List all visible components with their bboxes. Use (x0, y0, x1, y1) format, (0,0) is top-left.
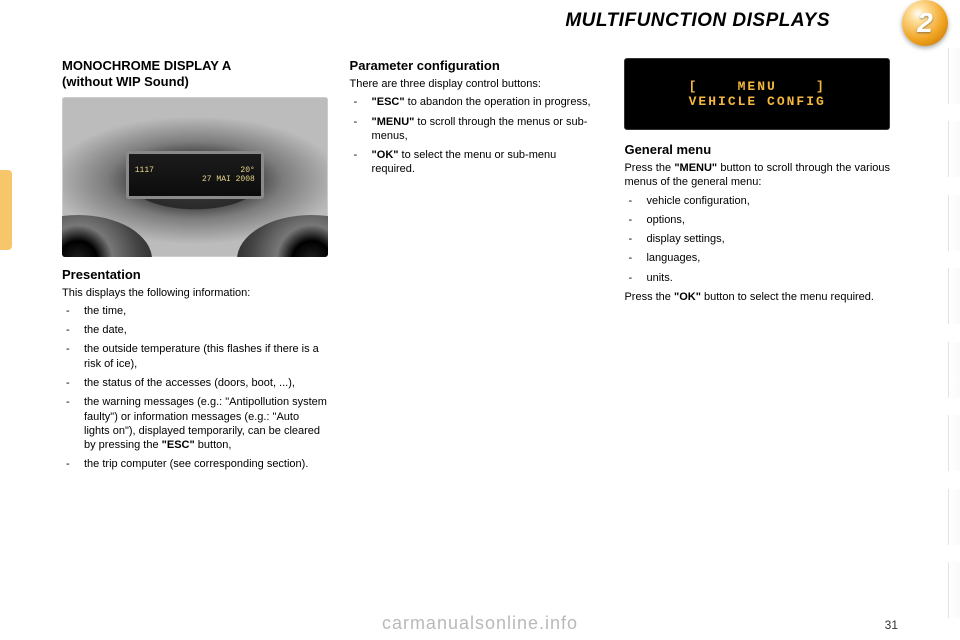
rail-notch (948, 268, 960, 324)
left-title-line1: MONOCHROME DISPLAY A (62, 58, 231, 73)
dash-date: 27 MAI 2008 (135, 175, 255, 184)
left-title-line2: (without WIP Sound) (62, 74, 189, 89)
page-header: MULTIFUNCTION DISPLAYS 2 (0, 0, 960, 46)
dashboard-screen: 1117 20° 27 MAI 2008 (126, 151, 264, 199)
list-item: display settings, (624, 232, 890, 246)
list-item: the warning messages (e.g.: "Antipolluti… (62, 395, 328, 452)
list-item: "MENU" to scroll through the menus or su… (350, 115, 603, 144)
chapter-badge: 2 (902, 0, 948, 46)
column-left: MONOCHROME DISPLAY A (without WIP Sound)… (62, 58, 328, 477)
rail-notch (948, 48, 960, 104)
footer-watermark: carmanualsonline.info (0, 613, 960, 634)
dash-temp: 20° (240, 166, 254, 175)
param-list: "ESC" to abandon the operation in progre… (350, 95, 603, 176)
rail-notch (948, 415, 960, 471)
list-item: the status of the accesses (doors, boot,… (62, 376, 328, 390)
rail-notch (948, 121, 960, 177)
general-menu-list: vehicle configuration, options, display … (624, 194, 890, 285)
list-item: the date, (62, 323, 328, 337)
column-right: [ MENU ] VEHICLE CONFIG General menu Pre… (624, 58, 890, 477)
vent-right (237, 215, 327, 257)
param-intro: There are three display control buttons: (350, 77, 603, 91)
vent-left (62, 215, 152, 257)
lcd-line-1: [ MENU ] (689, 79, 826, 94)
dash-time: 1117 (135, 166, 154, 175)
side-tab (0, 170, 12, 250)
left-title: MONOCHROME DISPLAY A (without WIP Sound) (62, 58, 328, 91)
list-item: the trip computer (see corresponding sec… (62, 457, 328, 471)
header-title: MULTIFUNCTION DISPLAYS (565, 10, 830, 32)
content-columns: MONOCHROME DISPLAY A (without WIP Sound)… (62, 58, 890, 477)
lcd-menu-image: [ MENU ] VEHICLE CONFIG (624, 58, 890, 130)
list-item: "ESC" to abandon the operation in progre… (350, 95, 603, 109)
column-middle: Parameter configuration There are three … (350, 58, 603, 477)
list-item: "OK" to select the menu or sub-menu requ… (350, 148, 603, 177)
chapter-number: 2 (917, 7, 933, 39)
rail-notch (948, 342, 960, 398)
rail-notch (948, 195, 960, 251)
list-item: options, (624, 213, 890, 227)
list-item: languages, (624, 251, 890, 265)
rail-notch (948, 489, 960, 545)
lcd-line-2: VEHICLE CONFIG (689, 94, 826, 109)
presentation-intro: This displays the following information: (62, 286, 328, 300)
presentation-list: the time, the date, the outside temperat… (62, 304, 328, 472)
list-item: vehicle configuration, (624, 194, 890, 208)
rail-notch (948, 562, 960, 618)
general-menu-outro: Press the "OK" button to select the menu… (624, 290, 890, 304)
general-menu-heading: General menu (624, 142, 890, 157)
general-menu-intro: Press the "MENU" button to scroll throug… (624, 161, 890, 190)
list-item: the time, (62, 304, 328, 318)
presentation-heading: Presentation (62, 267, 328, 282)
dashboard-photo: 1117 20° 27 MAI 2008 (62, 97, 328, 257)
param-heading: Parameter configuration (350, 58, 603, 73)
list-item: the outside temperature (this flashes if… (62, 342, 328, 371)
list-item: units. (624, 271, 890, 285)
right-thumb-rail (948, 48, 960, 618)
page-number: 31 (885, 618, 898, 632)
